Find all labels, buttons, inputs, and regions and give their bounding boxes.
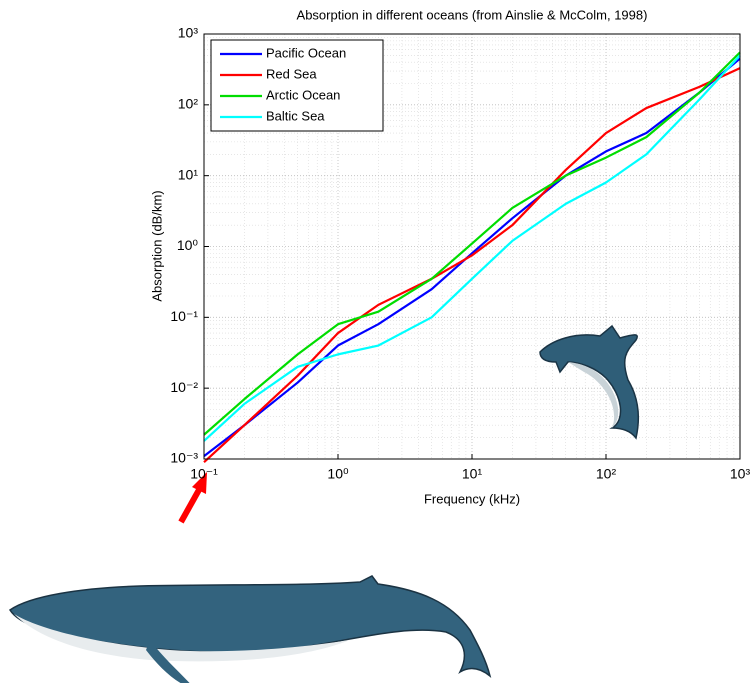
y-tick-label: 10⁻¹	[170, 308, 198, 324]
y-tick-label: 10³	[178, 25, 199, 41]
x-tick-label: 10²	[596, 466, 617, 482]
x-tick-label: 10⁰	[327, 466, 349, 482]
y-tick-label: 10⁻²	[170, 379, 198, 395]
legend-label: Baltic Sea	[266, 108, 325, 123]
legend-label: Arctic Ocean	[266, 87, 340, 102]
y-tick-label: 10²	[178, 96, 199, 112]
legend: Pacific Ocean Red Sea Arctic Ocean Baltic S…	[211, 40, 383, 131]
y-tick-label: 10¹	[178, 166, 199, 182]
legend-label: Pacific Ocean	[266, 45, 346, 60]
y-tick-label: 10⁻³	[170, 450, 198, 466]
x-tick-label: 10¹	[462, 466, 483, 482]
legend-label: Red Sea	[266, 66, 317, 81]
chart-title: Absorption in different oceans (from Ain…	[297, 7, 648, 22]
whale-illustration	[10, 576, 490, 683]
y-tick-label: 10⁰	[177, 237, 199, 253]
chart: Absorption in different oceans (from Ain…	[0, 0, 754, 683]
x-tick-label: 10⁻¹	[190, 466, 218, 482]
x-axis-label: Frequency (kHz)	[424, 491, 520, 506]
x-tick-label: 10³	[730, 466, 751, 482]
y-axis-label: Absorption (dB/km)	[149, 190, 164, 301]
